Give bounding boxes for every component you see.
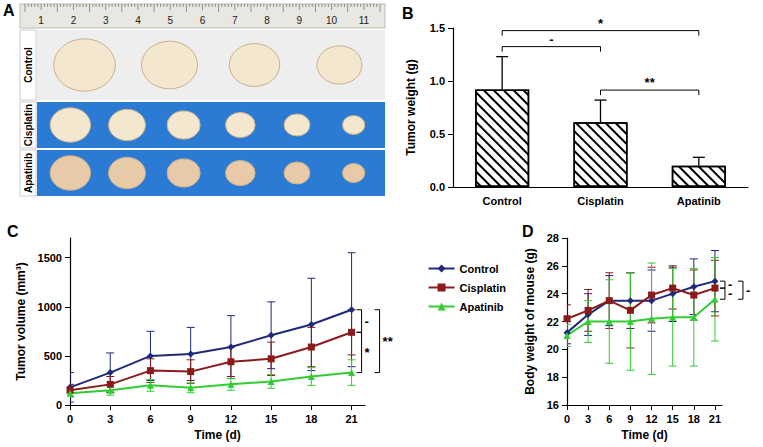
svg-text:-: - [728,286,732,301]
svg-text:15: 15 [265,413,277,425]
svg-text:9: 9 [188,413,194,425]
svg-text:6: 6 [147,413,153,425]
svg-text:B: B [402,5,414,22]
svg-text:*: * [598,16,604,31]
svg-text:Cisplatin: Cisplatin [577,195,624,207]
svg-text:**: ** [645,75,656,90]
svg-text:8: 8 [264,15,270,26]
svg-text:-: - [746,283,750,298]
svg-text:21: 21 [345,413,357,425]
svg-text:3: 3 [585,413,591,425]
svg-text:0: 0 [564,413,570,425]
svg-text:20: 20 [547,343,559,355]
svg-text:16: 16 [547,399,559,411]
svg-text:6: 6 [200,15,206,26]
svg-text:0.0: 0.0 [430,181,445,193]
svg-text:18: 18 [305,413,317,425]
svg-text:15: 15 [667,413,679,425]
svg-text:Tumor volume (mm³): Tumor volume (mm³) [14,262,28,380]
svg-text:3: 3 [103,15,109,26]
svg-text:-: - [549,32,553,47]
svg-text:1000: 1000 [38,301,62,313]
svg-text:1500: 1500 [38,252,62,264]
svg-text:Time (d): Time (d) [621,428,667,442]
svg-text:3: 3 [107,413,113,425]
svg-text:26: 26 [547,260,559,272]
svg-text:Tumor weight (g): Tumor weight (g) [404,59,418,155]
svg-text:**: ** [383,334,394,349]
svg-text:18: 18 [547,371,559,383]
svg-text:1.0: 1.0 [430,75,445,87]
svg-text:Control: Control [460,263,499,275]
svg-text:Cisplatin: Cisplatin [23,104,34,146]
svg-text:0.5: 0.5 [430,128,445,140]
svg-text:*: * [365,345,371,360]
svg-text:18: 18 [688,413,700,425]
svg-text:Apatinib: Apatinib [677,195,721,207]
svg-text:7: 7 [232,15,238,26]
svg-text:Apatinib: Apatinib [23,153,34,193]
svg-text:11: 11 [359,15,370,26]
svg-text:A: A [3,2,15,19]
svg-text:4: 4 [135,15,141,26]
svg-text:Cisplatin: Cisplatin [460,282,507,294]
svg-text:9: 9 [627,413,633,425]
svg-text:12: 12 [645,413,657,425]
svg-text:28: 28 [547,232,559,244]
svg-text:Apatinib: Apatinib [460,301,504,313]
svg-text:5: 5 [167,15,173,26]
svg-text:-: - [365,314,369,329]
svg-text:D: D [522,223,534,240]
svg-text:22: 22 [547,316,559,328]
svg-text:Control: Control [483,195,522,207]
svg-text:500: 500 [44,350,62,362]
svg-text:10: 10 [326,15,338,26]
svg-text:2: 2 [71,15,77,26]
svg-text:Body weight of mouse (g): Body weight of mouse (g) [523,248,537,395]
svg-text:Control: Control [23,47,34,83]
svg-text:1.5: 1.5 [430,22,445,34]
svg-text:0: 0 [56,399,62,411]
svg-text:9: 9 [297,15,303,26]
svg-text:24: 24 [547,288,560,300]
svg-text:0: 0 [67,413,73,425]
svg-text:C: C [7,223,19,240]
svg-text:12: 12 [225,413,237,425]
svg-text:Time (d): Time (d) [194,428,240,442]
svg-text:6: 6 [606,413,612,425]
svg-text:1: 1 [38,15,44,26]
svg-text:21: 21 [709,413,721,425]
